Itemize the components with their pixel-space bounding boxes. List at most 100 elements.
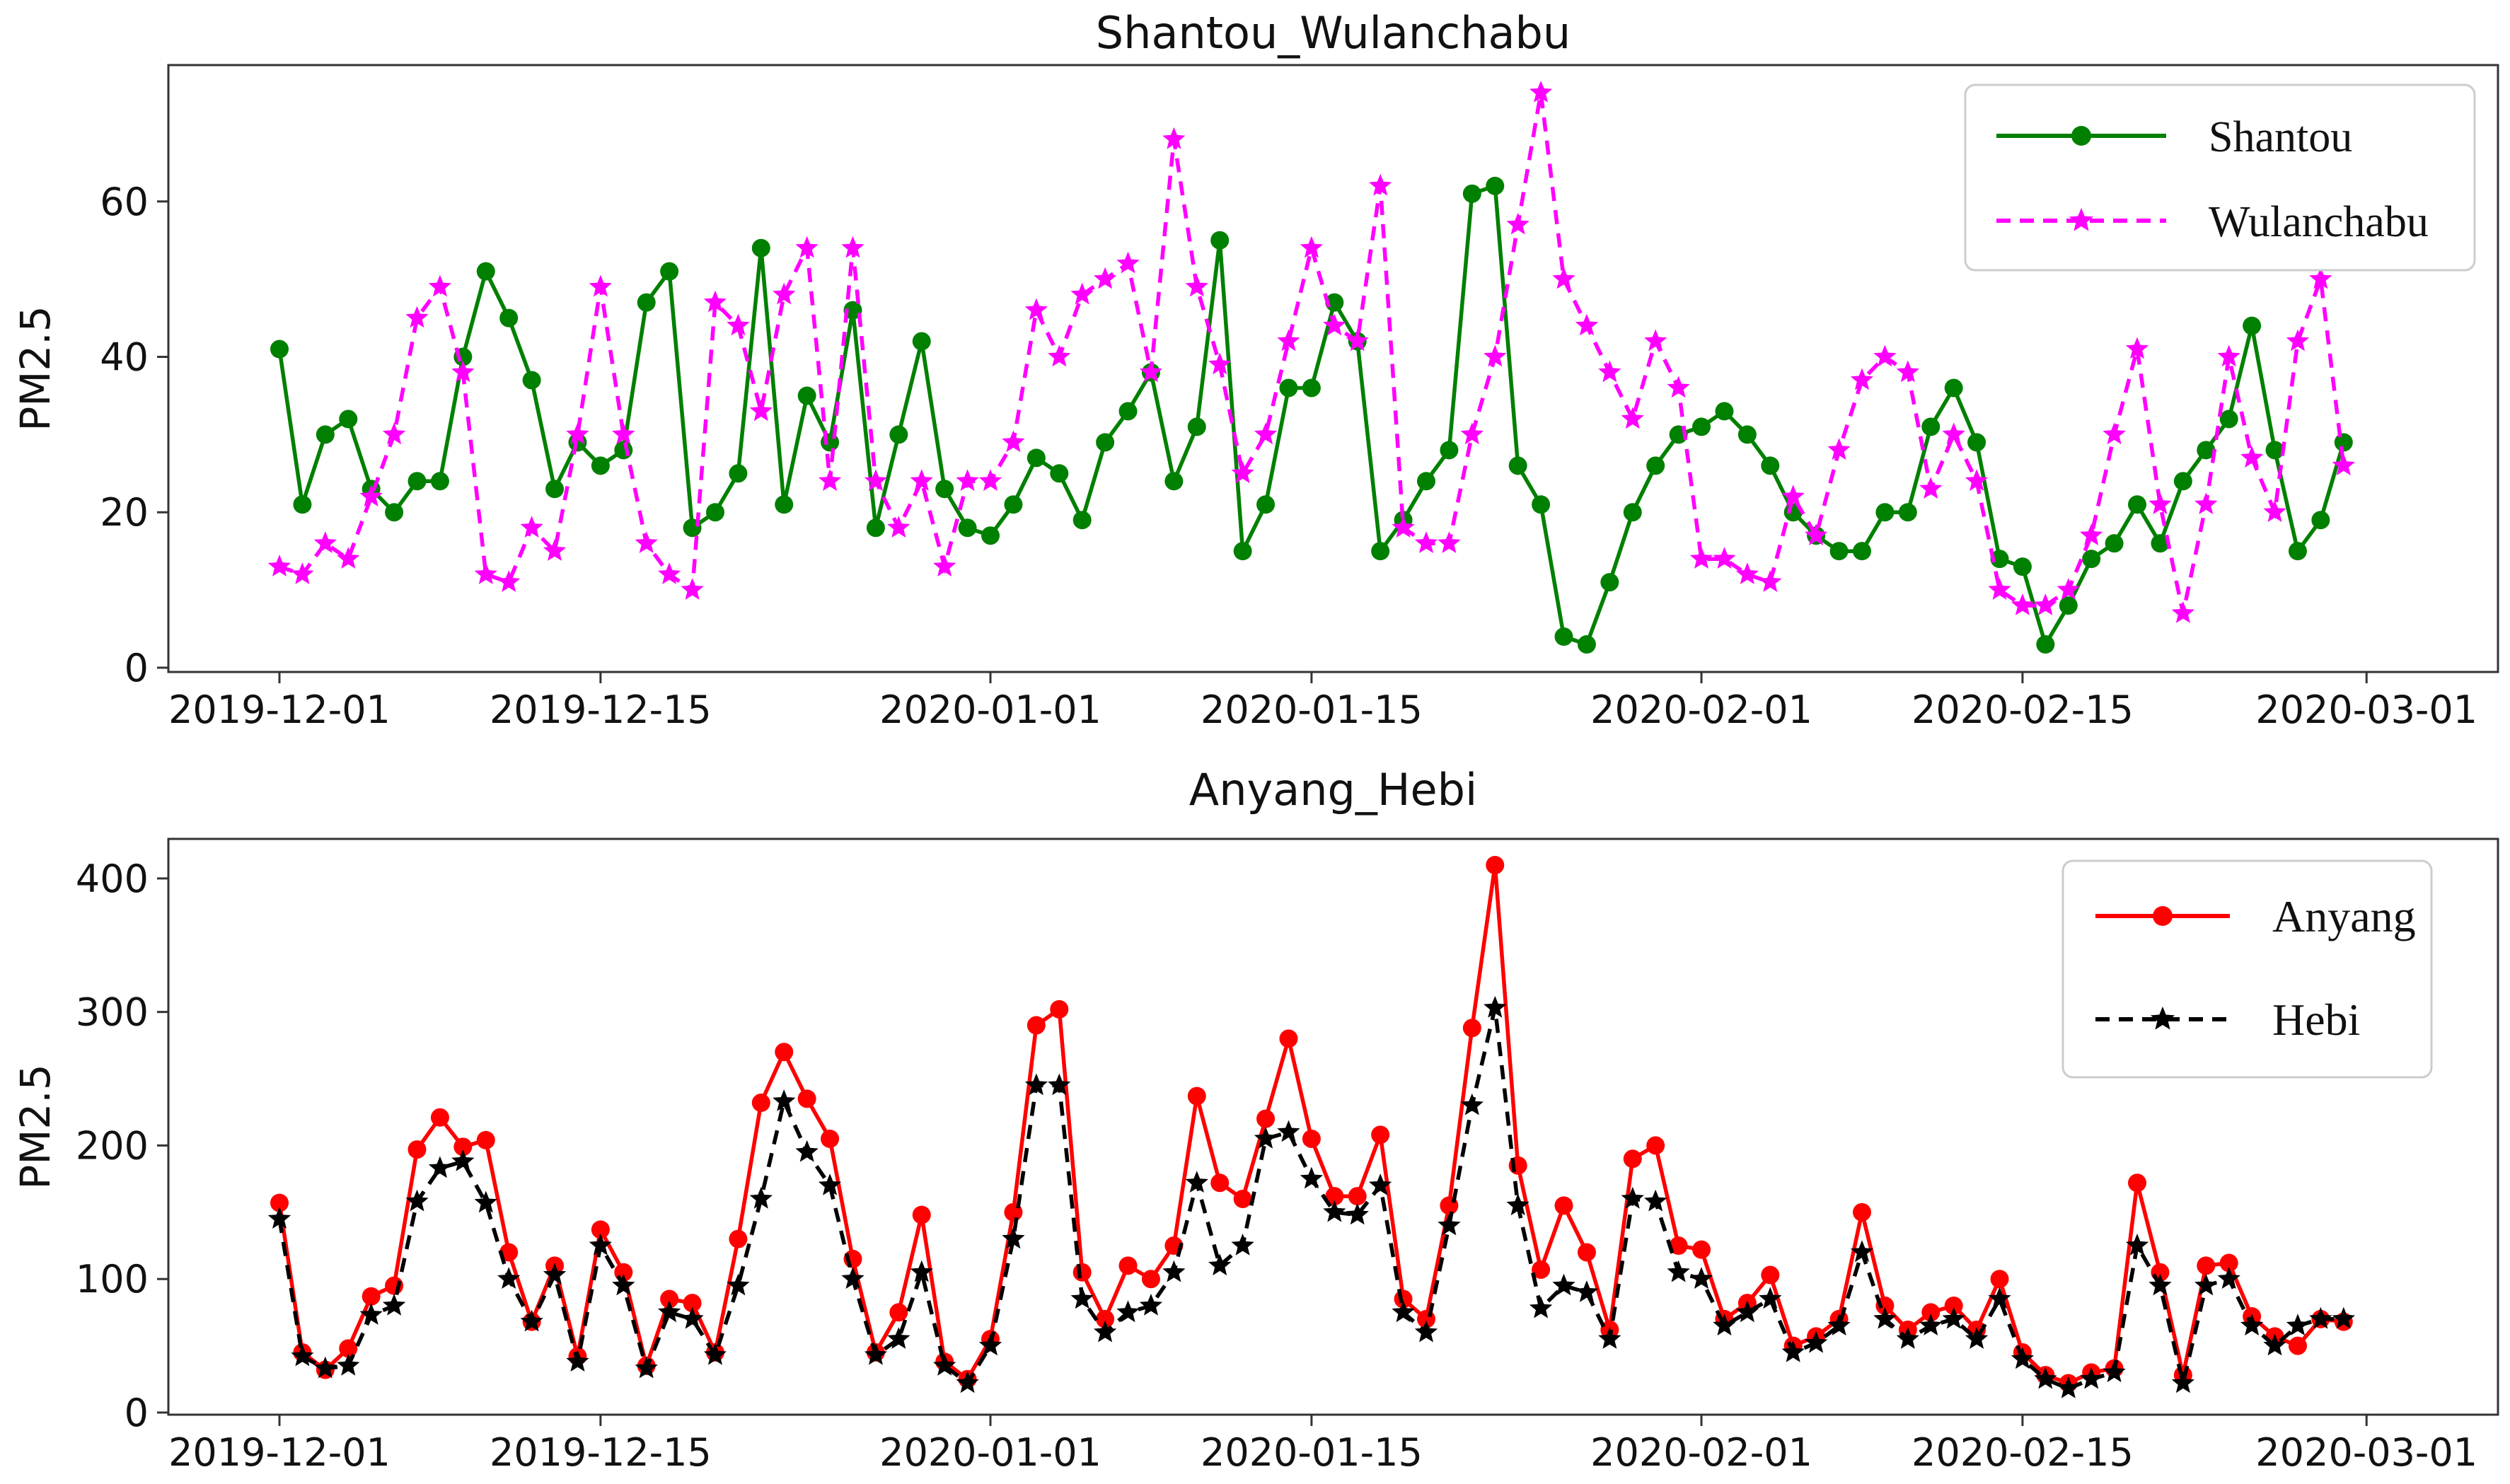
y-tick-label: 400	[76, 857, 149, 901]
marker-star	[1162, 127, 1186, 149]
marker-star	[543, 1263, 567, 1285]
marker-star	[1506, 212, 1529, 235]
marker-circle	[2288, 1336, 2307, 1355]
marker-star	[543, 539, 567, 561]
marker-star	[1667, 376, 1690, 398]
marker-circle	[1532, 495, 1551, 514]
marker-star	[1621, 1186, 1644, 1209]
marker-circle	[407, 1140, 427, 1159]
marker-star	[2171, 1371, 2194, 1393]
x-tick-label: 2020-02-15	[1912, 1430, 2134, 1475]
marker-circle	[1646, 456, 1665, 475]
marker-star	[841, 236, 864, 258]
marker-star	[474, 562, 497, 584]
marker-star	[2194, 1273, 2218, 1296]
x-tick-label: 2020-02-15	[1912, 688, 2134, 732]
marker-star	[2240, 446, 2264, 468]
marker-circle	[1898, 503, 1917, 522]
marker-star	[1621, 407, 1644, 429]
y-tick-label: 100	[76, 1257, 149, 1302]
marker-circle	[821, 1129, 840, 1148]
marker-star	[2148, 1273, 2172, 1296]
marker-star	[497, 1267, 521, 1289]
marker-star	[910, 469, 933, 491]
marker-circle	[1829, 542, 1849, 561]
y-tick-label: 60	[100, 180, 149, 224]
marker-circle	[407, 472, 427, 491]
marker-star	[1002, 1227, 1025, 1249]
marker-circle	[2059, 596, 2078, 615]
marker-star	[1460, 1093, 1484, 1115]
marker-star	[1094, 1320, 1117, 1343]
marker-star	[1598, 1327, 1621, 1349]
marker-circle	[2036, 635, 2055, 654]
marker-circle	[705, 503, 724, 522]
marker-star	[1300, 1166, 1324, 1189]
marker-star	[1850, 1240, 1874, 1263]
marker-circle	[339, 410, 358, 429]
marker-circle	[339, 1339, 358, 1358]
marker-star	[1759, 570, 1782, 592]
marker-circle	[2243, 316, 2262, 335]
marker-circle	[637, 293, 656, 312]
marker-star	[727, 313, 750, 336]
marker-circle	[729, 1229, 748, 1248]
marker-circle	[2173, 472, 2192, 491]
marker-circle	[660, 1289, 679, 1309]
marker-circle	[729, 464, 748, 483]
bottom-chart: 2019-12-01 2019-12-15 2020-01-01 2020-01-15…	[11, 837, 2499, 1475]
legend: Shantou Wulanchabu	[1964, 83, 2476, 272]
marker-star	[2125, 337, 2149, 359]
marker-star	[1484, 996, 1507, 1018]
x-tick-label: 2020-01-01	[879, 1430, 1101, 1475]
marker-circle	[1256, 1109, 1276, 1128]
marker-star	[1827, 1314, 1851, 1335]
marker-circle	[2219, 1253, 2238, 1273]
marker-star	[520, 1309, 543, 1332]
marker-circle	[1210, 1173, 1230, 1193]
marker-star	[2240, 1314, 2264, 1335]
marker-circle	[1554, 1196, 1573, 1215]
marker-circle	[385, 1276, 404, 1295]
marker-star	[1070, 1287, 1094, 1309]
marker-star	[1392, 1300, 1415, 1323]
legend-label: Shantou	[2209, 113, 2352, 161]
marker-star	[291, 1344, 314, 1367]
marker-star	[1759, 1287, 1782, 1309]
marker-circle	[1325, 293, 1344, 312]
marker-star	[1735, 562, 1759, 584]
marker-circle	[1577, 1243, 1596, 1262]
marker-circle	[1417, 472, 1435, 491]
marker-star	[1185, 274, 1208, 297]
marker-star	[2148, 492, 2172, 514]
marker-star	[727, 1273, 750, 1296]
marker-circle	[1944, 1296, 1963, 1315]
marker-star	[2217, 1267, 2240, 1289]
marker-circle	[2105, 534, 2124, 553]
marker-star	[1277, 329, 1300, 352]
x-tick-label: 2019-12-15	[490, 1430, 712, 1475]
marker-circle	[821, 433, 840, 452]
marker-circle	[751, 1094, 770, 1113]
marker-star	[956, 1371, 979, 1393]
marker-star	[2057, 578, 2080, 600]
marker-star	[1048, 344, 1071, 367]
legend-marker-circle	[2071, 126, 2091, 146]
marker-star	[2309, 267, 2332, 289]
marker-star	[1735, 1300, 1759, 1323]
marker-circle	[1440, 441, 1459, 460]
marker-star	[864, 469, 888, 491]
marker-circle	[1554, 627, 1573, 647]
marker-star	[773, 1089, 796, 1111]
marker-star	[1070, 282, 1094, 305]
marker-circle	[591, 456, 610, 475]
marker-circle	[293, 495, 312, 514]
marker-circle	[1050, 999, 1069, 1019]
marker-circle	[2288, 542, 2307, 561]
marker-circle	[866, 518, 885, 538]
marker-star	[337, 547, 360, 569]
marker-star	[703, 290, 727, 313]
marker-circle	[1141, 1270, 1160, 1289]
legend-label: Wulanchabu	[2209, 198, 2429, 246]
marker-star	[1919, 477, 1943, 499]
